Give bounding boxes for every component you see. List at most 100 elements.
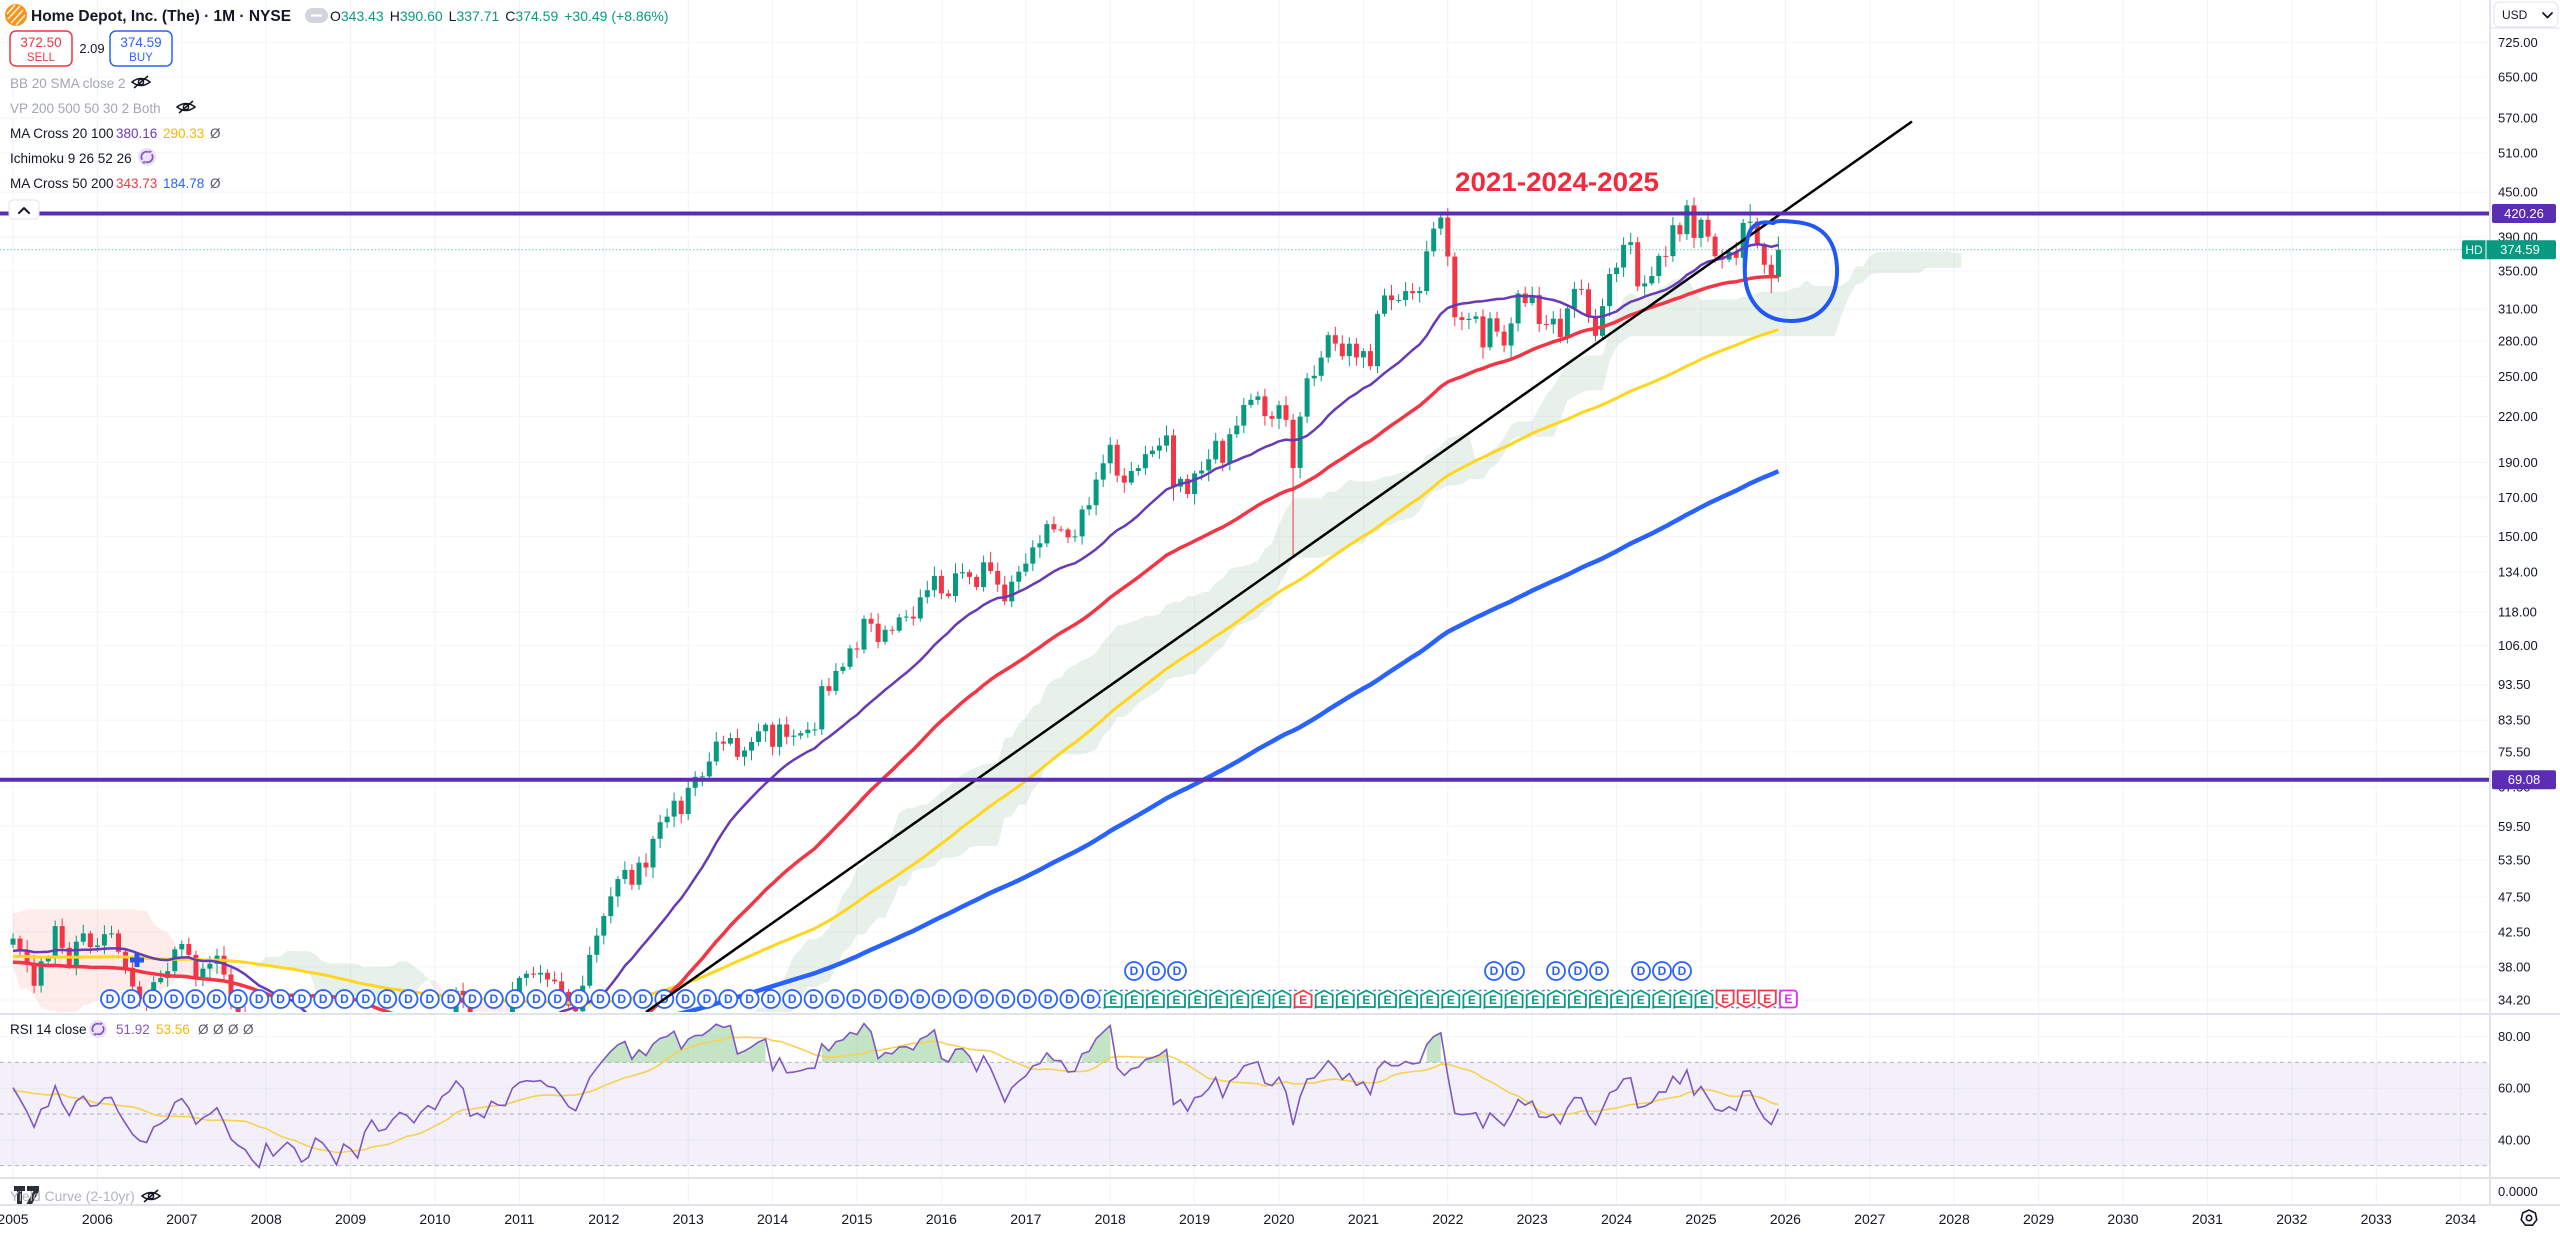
svg-text:2022: 2022 <box>1432 1211 1463 1227</box>
svg-text:D: D <box>724 992 733 1006</box>
svg-text:47.50: 47.50 <box>2498 890 2531 905</box>
svg-text:2011: 2011 <box>504 1211 534 1227</box>
svg-text:SELL: SELL <box>27 52 56 64</box>
svg-text:E: E <box>1405 993 1413 1007</box>
svg-text:75.50: 75.50 <box>2498 744 2531 759</box>
svg-text:38.00: 38.00 <box>2498 960 2531 975</box>
svg-text:Home Depot, Inc. (The) · 1M ·: Home Depot, Inc. (The) · 1M · NYSE <box>31 8 291 25</box>
svg-text:Ø: Ø <box>243 1022 254 1037</box>
svg-text:D: D <box>1130 964 1139 978</box>
svg-text:42.50: 42.50 <box>2498 924 2531 939</box>
svg-text:D: D <box>1173 964 1182 978</box>
svg-text:2032: 2032 <box>2276 1211 2307 1227</box>
svg-text:D: D <box>127 992 136 1006</box>
svg-text:BB 20 SMA close 2: BB 20 SMA close 2 <box>10 76 126 91</box>
svg-text:D: D <box>1152 964 1161 978</box>
svg-text:D: D <box>1511 964 1520 978</box>
svg-text:D: D <box>276 992 285 1006</box>
svg-text:D: D <box>596 992 605 1006</box>
svg-text:D: D <box>767 992 776 1006</box>
svg-text:D: D <box>1022 992 1031 1006</box>
svg-text:2.09: 2.09 <box>79 41 104 56</box>
svg-text:134.00: 134.00 <box>2498 564 2538 579</box>
svg-text:2009: 2009 <box>335 1211 366 1227</box>
svg-text:USD: USD <box>2502 8 2528 22</box>
svg-text:2024: 2024 <box>1601 1211 1632 1227</box>
svg-text:E: E <box>1236 993 1244 1007</box>
svg-text:220.00: 220.00 <box>2498 409 2538 424</box>
svg-text:D: D <box>1086 992 1095 1006</box>
svg-text:2028: 2028 <box>1939 1211 1970 1227</box>
svg-text:170.00: 170.00 <box>2498 490 2538 505</box>
svg-text:E: E <box>1700 993 1708 1007</box>
svg-text:D: D <box>788 992 797 1006</box>
svg-text:D: D <box>319 992 328 1006</box>
svg-text:D: D <box>575 992 584 1006</box>
svg-text:D: D <box>425 992 434 1006</box>
svg-text:343.73: 343.73 <box>116 176 157 191</box>
svg-text:D: D <box>1658 964 1667 978</box>
svg-text:D: D <box>617 992 626 1006</box>
svg-text:D: D <box>468 992 477 1006</box>
svg-text:2015: 2015 <box>841 1211 872 1227</box>
svg-text:D: D <box>703 992 712 1006</box>
svg-text:E: E <box>1763 992 1771 1006</box>
svg-text:190.00: 190.00 <box>2498 455 2538 470</box>
svg-text:150.00: 150.00 <box>2498 529 2538 544</box>
svg-text:MA Cross 20 100: MA Cross 20 100 <box>10 126 114 141</box>
svg-text:2021-2024-2025: 2021-2024-2025 <box>1455 167 1659 197</box>
svg-text:2014: 2014 <box>757 1211 788 1227</box>
svg-text:380.16: 380.16 <box>116 126 157 141</box>
svg-text:450.00: 450.00 <box>2498 185 2538 200</box>
svg-text:93.50: 93.50 <box>2498 677 2531 692</box>
svg-text:E: E <box>1531 993 1539 1007</box>
svg-text:D: D <box>106 992 115 1006</box>
svg-text:D: D <box>361 992 370 1006</box>
svg-text:E: E <box>1679 993 1687 1007</box>
svg-text:374.59: 374.59 <box>120 35 161 50</box>
svg-text:E: E <box>1594 993 1602 1007</box>
svg-text:E: E <box>1383 993 1391 1007</box>
svg-text:D: D <box>170 992 179 1006</box>
svg-text:2023: 2023 <box>1517 1211 1548 1227</box>
svg-text:E: E <box>1151 993 1159 1007</box>
svg-text:D: D <box>148 992 157 1006</box>
svg-text:D: D <box>831 992 840 1006</box>
svg-text:D: D <box>1044 992 1053 1006</box>
svg-text:51.92: 51.92 <box>116 1022 150 1037</box>
svg-text:Ø: Ø <box>210 126 221 141</box>
svg-text:83.50: 83.50 <box>2498 713 2531 728</box>
svg-text:D: D <box>553 992 562 1006</box>
svg-text:E: E <box>1426 993 1434 1007</box>
svg-text:E: E <box>1552 993 1560 1007</box>
svg-text:0.0000: 0.0000 <box>2498 1184 2538 1199</box>
svg-text:2019: 2019 <box>1179 1211 1210 1227</box>
svg-text:250.00: 250.00 <box>2498 369 2538 384</box>
svg-text:650.00: 650.00 <box>2498 69 2538 84</box>
svg-text:2025: 2025 <box>1685 1211 1716 1227</box>
svg-text:D: D <box>511 992 520 1006</box>
svg-text:D: D <box>1001 992 1010 1006</box>
svg-text:D: D <box>212 992 221 1006</box>
svg-text:E: E <box>1278 993 1286 1007</box>
svg-text:D: D <box>1574 964 1583 978</box>
svg-text:40.00: 40.00 <box>2498 1132 2531 1147</box>
svg-text:D: D <box>1678 964 1687 978</box>
svg-text:E: E <box>1468 993 1476 1007</box>
svg-text:2010: 2010 <box>419 1211 450 1227</box>
svg-text:D: D <box>1490 964 1499 978</box>
svg-text:E: E <box>1215 993 1223 1007</box>
svg-text:Yield Curve (2-10yr): Yield Curve (2-10yr) <box>10 1188 135 1204</box>
svg-text:E: E <box>1637 993 1645 1007</box>
svg-text:2034: 2034 <box>2445 1211 2476 1227</box>
svg-text:E: E <box>1510 993 1518 1007</box>
svg-text:2021: 2021 <box>1348 1211 1379 1227</box>
svg-text:E: E <box>1257 993 1265 1007</box>
svg-text:53.50: 53.50 <box>2498 852 2531 867</box>
svg-text:2005: 2005 <box>0 1211 29 1227</box>
svg-text:350.00: 350.00 <box>2498 263 2538 278</box>
svg-text:2030: 2030 <box>2107 1211 2138 1227</box>
svg-text:D: D <box>916 992 925 1006</box>
svg-text:570.00: 570.00 <box>2498 111 2538 126</box>
svg-text:2027: 2027 <box>1854 1211 1885 1227</box>
